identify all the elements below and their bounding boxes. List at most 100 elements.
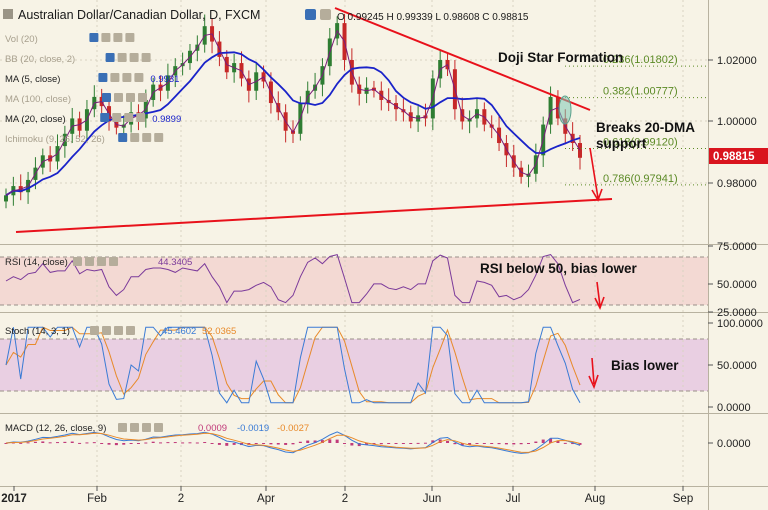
time-axis-bg [0,486,768,510]
indicator-value: 0.9931 [150,74,179,85]
indicator-control [136,113,146,122]
indicator-control [122,73,132,82]
time-tick-label: Aug [585,493,605,505]
macd-bar [541,439,545,443]
macd-bar [151,441,155,443]
macd-bar [578,443,582,445]
stoch-axis-label: 100.0000 [717,318,763,330]
time-tick-label: 2017 [1,493,27,505]
macd-bar [48,442,52,444]
header-visibility-button[interactable] [305,9,316,20]
time-tick-label: Sep [673,493,693,505]
upper-trendline [334,7,591,111]
macd-bar [372,443,376,445]
indicator-control [141,53,151,62]
macd-bar [504,443,508,445]
time-tick-label: Feb [87,493,107,505]
macd-bar [254,443,258,444]
time-tick-label: Jun [423,493,442,505]
indicator-label: MA (5, close) [5,74,60,85]
header-settings-button[interactable] [320,9,331,20]
indicator-label: BB (20, close, 2) [5,54,75,65]
fib-label: 0.236(1.01802) [603,54,678,66]
macd-bar [365,443,369,446]
stoch-axis-label: 50.0000 [717,360,757,372]
breaks-note-2: support [596,136,647,151]
indicator-control [130,133,140,142]
indicator-control [117,53,127,62]
chart-title: Australian Dollar/Canadian Dollar, D, FX… [18,8,260,22]
candle-body [4,195,8,202]
macd-bar [549,438,553,443]
rsi-note: RSI below 50, bias lower [480,261,638,276]
macd-bar [33,441,37,443]
macd-bar [41,441,45,443]
macd-bar [232,443,236,445]
time-tick-label: 2 [178,493,184,505]
time-tick-label: 2 [342,493,348,505]
indicator-control [118,133,128,142]
macd-bar [188,442,192,444]
macd-bar [56,442,60,444]
fib-label: 0.382(1.00777) [603,86,678,98]
price-tick-label: 1.02000 [717,55,757,67]
macd-bar [320,440,324,443]
stoch-note: Bias lower [611,358,679,373]
header-collapse-button[interactable] [3,9,13,19]
indicator-control [110,73,120,82]
indicator-label: MA (100, close) [5,94,71,105]
indicator-control [138,93,147,102]
grid-lines [0,0,708,486]
stoch-axis-label: 0.0000 [717,402,751,414]
macd-signal-line [5,432,581,453]
macd-hist-value: 0.0009 [198,423,227,434]
macd-bar [335,439,339,443]
indicator-control [105,53,115,62]
macd-bar [63,441,67,443]
macd-bar [159,442,163,444]
fib-label: 0.786(0.97941) [603,173,678,185]
macd-bar [512,443,516,445]
macd-bar [291,443,295,445]
macd-bar [556,440,560,443]
macd-bar [343,443,347,444]
macd-bar [217,443,221,445]
macd-bar [107,443,111,445]
time-tick-label: Apr [257,493,275,505]
last-price-label: 0.98815 [713,151,755,163]
pane-controls[interactable] [73,257,163,432]
indicator-control [89,33,99,42]
macd-bar [306,440,310,443]
macd-bar [387,443,391,444]
macd-bar [276,443,280,445]
macd-bar [490,443,494,444]
doji-note: Doji Star Formation [498,50,623,65]
macd-bar [85,442,89,444]
indicator-label: MA (20, close) [5,114,66,125]
macd-bar [210,443,214,444]
macd-bar [78,442,82,444]
rsi-label: RSI (14, close) [5,257,68,268]
main-down-arrow [589,147,599,199]
ohlc-readout: O 0.99245 H 0.99339 L 0.98608 C 0.98815 [337,12,529,23]
indicator-value: 0.9899 [152,114,181,125]
macd-bar [129,443,133,444]
stoch-k-value: 45.4602 [162,326,196,337]
macd-bar [195,442,199,444]
macd-bar [92,442,96,444]
macd-bar [70,441,74,443]
time-axis: 2017 Feb 2 Apr 2 Jun Jul Aug Sep [1,486,693,505]
macd-bar [475,443,479,444]
macd-bar [136,443,140,444]
macd-bar [269,443,273,445]
stoch-k-line [5,326,581,404]
macd-bar [571,443,575,445]
macd-bar [262,443,266,444]
time-tick-label: Jul [506,493,521,505]
lower-trendline [15,198,613,233]
header: Australian Dollar/Canadian Dollar, D, FX… [3,8,529,23]
macd-bar [468,443,472,445]
breaks-note-1: Breaks 20-DMA [596,120,695,135]
macd-bar [401,443,405,444]
